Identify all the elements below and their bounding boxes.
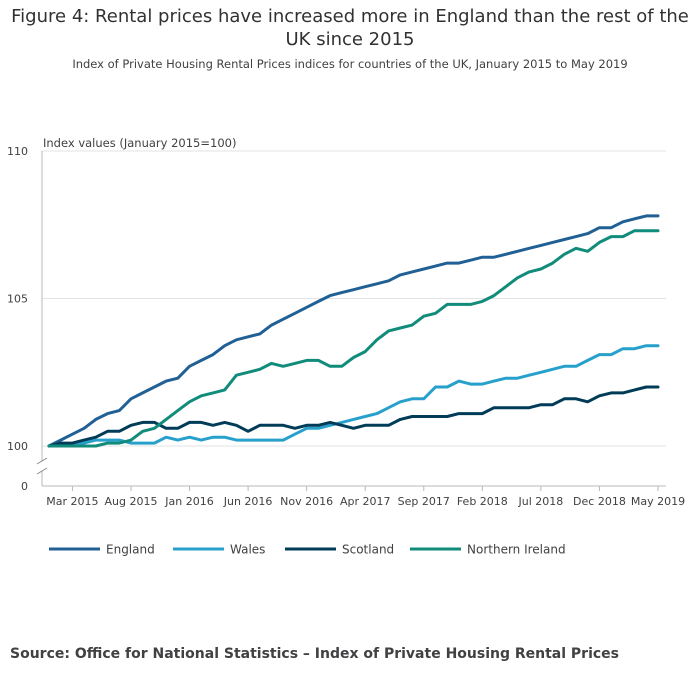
gridlines [42,150,666,447]
axis-break-mark [36,457,48,465]
axes: 110 105 100 0 Index values (January 2015=100… [7,136,685,508]
legend-label: England [106,543,155,557]
x-tick-label: Apr 2017 [340,495,391,508]
series-lines [47,214,660,448]
y-tick-label: 110 [7,145,28,158]
x-tick-label: Aug 2015 [104,495,157,508]
legend-label: Northern Ireland [467,543,566,557]
chart-title: Figure 4: Rental prices have increased m… [11,6,689,50]
x-tick-label: May 2019 [631,495,685,508]
x-tick-label: Dec 2018 [573,495,626,508]
axis-break-mark [36,467,48,475]
x-tick-label: Mar 2015 [46,495,98,508]
series-line-wales [47,344,660,448]
x-tick-label: Feb 2018 [457,495,508,508]
legend-item-scotland[interactable]: Scotland [285,543,394,557]
x-tick-label: Nov 2016 [280,495,333,508]
x-tick-label: Jun 2016 [223,495,273,508]
x-tick-label: Sep 2017 [398,495,450,508]
legend-label: Wales [230,543,265,557]
legend[interactable]: England Wales Scotland Northern Ireland [49,543,566,557]
series-line-england [47,214,660,448]
y-tick-label: 0 [21,480,28,493]
chart-subtitle: Index of Private Housing Rental Prices i… [72,57,628,71]
series-line-northern-ireland [47,229,660,448]
x-tick-label: Jan 2016 [164,495,213,508]
series-line-scotland [47,385,660,448]
legend-item-england[interactable]: England [49,543,155,557]
y-tick-label: 100 [7,440,28,453]
source-note: Source: Office for National Statistics –… [10,646,620,662]
legend-item-wales[interactable]: Wales [173,543,265,557]
x-tick-label: Jul 2018 [518,495,564,508]
y-tick-label: 105 [7,293,28,306]
legend-item-northern-ireland[interactable]: Northern Ireland [410,543,566,557]
y-axis-title: Index values (January 2015=100) [43,136,236,150]
legend-label: Scotland [342,543,394,557]
